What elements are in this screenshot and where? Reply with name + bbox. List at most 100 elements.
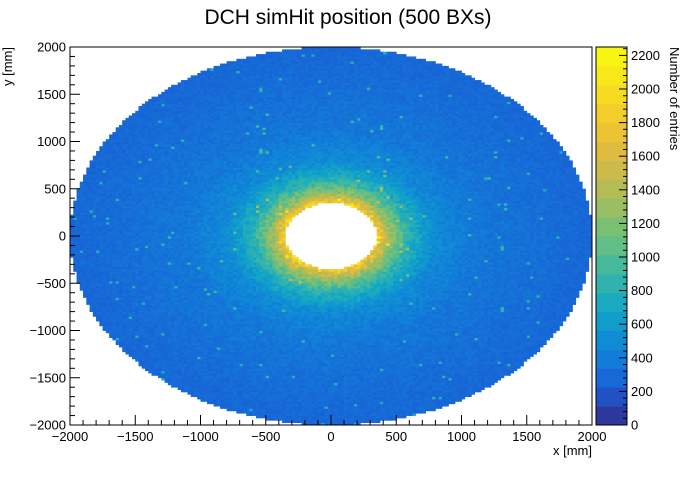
heatmap-bin (213, 160, 218, 164)
heatmap-bin (148, 328, 152, 331)
heatmap-bin (161, 193, 166, 197)
heatmap-bin (105, 221, 110, 225)
heatmap-bin (213, 238, 218, 242)
heatmap-bin (184, 278, 188, 282)
heatmap-bin (135, 269, 139, 272)
heatmap-bin (89, 299, 94, 303)
heatmap-bin (197, 219, 201, 223)
heatmap-bin (180, 337, 185, 341)
heatmap-bin (161, 373, 166, 376)
heatmap-bin (158, 96, 162, 100)
heatmap-bin (193, 306, 198, 310)
heatmap-bin (171, 273, 175, 277)
heatmap-bin (118, 127, 123, 131)
heatmap-bin (220, 226, 224, 230)
heatmap-bin (216, 330, 221, 334)
heatmap-bin (174, 226, 179, 230)
heatmap-bin (164, 283, 169, 287)
heatmap-bin (184, 84, 188, 88)
heatmap-bin (187, 115, 192, 119)
heatmap-bin (216, 354, 221, 357)
heatmap-bin (148, 153, 152, 157)
heatmap-bin (171, 179, 175, 183)
heatmap-bin (213, 273, 218, 277)
heatmap-bin (203, 122, 208, 126)
heatmap-bin (210, 344, 214, 348)
heatmap-bin (76, 212, 81, 216)
heatmap-bin (167, 356, 172, 360)
heatmap-bin (141, 231, 146, 235)
heatmap-bin (122, 205, 126, 209)
heatmap-bin (180, 297, 185, 301)
heatmap-bin (105, 238, 110, 242)
heatmap-bin (177, 117, 182, 121)
heatmap-bin (220, 292, 224, 296)
heatmap-bin (213, 361, 218, 364)
heatmap-bin (118, 214, 123, 218)
heatmap-bin (187, 309, 192, 312)
heatmap-bin (223, 325, 227, 329)
heatmap-bin (200, 91, 205, 95)
heatmap-bin (216, 210, 221, 213)
heatmap-bin (145, 136, 149, 140)
heatmap-bin (158, 313, 162, 317)
heatmap-bin (167, 243, 172, 246)
heatmap-bin (118, 344, 123, 348)
heatmap-bin (210, 153, 214, 157)
heatmap-bin (216, 240, 221, 244)
heatmap-bin (197, 259, 201, 263)
heatmap-bin (164, 254, 169, 258)
heatmap-bin (102, 193, 107, 197)
heatmap-bin (220, 236, 224, 239)
heatmap-bin (220, 219, 224, 223)
heatmap-bin (177, 261, 182, 265)
heatmap-bin (203, 269, 208, 272)
heatmap-bin (161, 167, 166, 171)
heatmap-bin (145, 339, 149, 343)
heatmap-bin (161, 245, 166, 249)
heatmap-bin (210, 124, 214, 128)
heatmap-bin (102, 158, 107, 161)
heatmap-bin (174, 136, 179, 140)
heatmap-bin (135, 283, 139, 287)
heatmap-bin (102, 306, 107, 310)
heatmap-bin (122, 132, 126, 135)
heatmap-bin (216, 176, 221, 180)
heatmap-bin (197, 377, 201, 381)
heatmap-bin (220, 339, 224, 343)
heatmap-bin (105, 257, 110, 261)
heatmap-bin (148, 176, 152, 180)
heatmap-bin (135, 259, 139, 263)
heatmap-bin (158, 221, 162, 225)
heatmap-bin (131, 245, 136, 249)
heatmap-bin (83, 202, 87, 206)
heatmap-bin (158, 134, 162, 138)
heatmap-bin (177, 221, 182, 225)
heatmap-bin (141, 134, 146, 138)
heatmap-bin (216, 103, 221, 107)
heatmap-bin (164, 162, 169, 166)
heatmap-bin (141, 233, 146, 237)
heatmap-bin (105, 309, 110, 312)
heatmap-bin (190, 328, 195, 331)
heatmap-bin (190, 377, 195, 381)
heatmap-bin (213, 243, 218, 246)
heatmap-bin (171, 292, 175, 296)
heatmap-bin (118, 236, 123, 239)
heatmap-bin (213, 330, 218, 334)
heatmap-bin (197, 328, 201, 331)
heatmap-bin (125, 207, 130, 211)
heatmap-bin (161, 361, 166, 364)
heatmap-bin (112, 304, 117, 308)
heatmap-bin (148, 219, 152, 223)
heatmap-bin (180, 122, 185, 126)
heatmap-bin (174, 217, 179, 220)
heatmap-bin (200, 290, 205, 294)
heatmap-bin (187, 219, 192, 223)
heatmap-bin (102, 202, 107, 206)
heatmap-bin (174, 375, 179, 379)
heatmap-bin (213, 181, 218, 185)
heatmap-bin (193, 101, 198, 105)
heatmap-bin (158, 172, 162, 175)
heatmap-bin (141, 259, 146, 263)
